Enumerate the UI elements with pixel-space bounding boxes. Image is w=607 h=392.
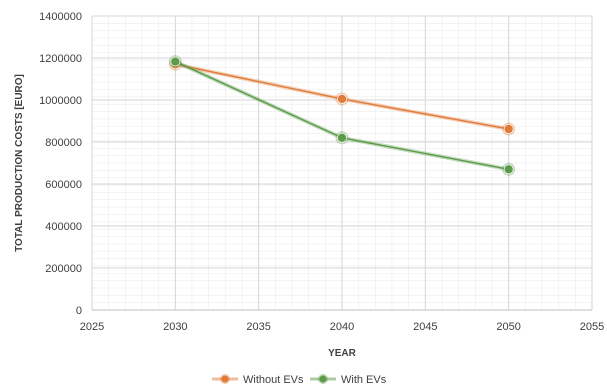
data-point <box>503 124 514 134</box>
x-tick-label: 2055 <box>580 321 604 333</box>
x-tick-label: 2040 <box>330 321 354 333</box>
legend-swatch-marker <box>319 375 327 383</box>
x-tick-label: 2045 <box>413 321 437 333</box>
y-axis-title: TOTAL PRODUCTION COSTS [EURO] <box>14 74 25 252</box>
y-tick-label: 1200000 <box>39 53 82 65</box>
y-tick-label: 1400000 <box>39 11 82 23</box>
series-with-evs <box>168 55 516 176</box>
y-tick-label: 400000 <box>45 221 82 233</box>
y-tick-label: 800000 <box>45 137 82 149</box>
data-point <box>337 133 347 143</box>
y-tick-label: 0 <box>76 305 82 317</box>
legend-label: Without EVs <box>243 374 304 386</box>
legend-label: With EVs <box>341 374 387 386</box>
x-axis-title: YEAR <box>328 348 357 359</box>
data-point <box>503 164 514 175</box>
series-layer <box>168 55 516 176</box>
legend-item: With EVs <box>310 374 387 386</box>
x-tick-label: 2035 <box>246 321 270 333</box>
legend-item: Without EVs <box>212 374 304 386</box>
x-tick-label: 2025 <box>80 321 104 333</box>
y-tick-label: 200000 <box>45 263 82 275</box>
x-tick-label: 2030 <box>163 321 187 333</box>
data-point <box>337 94 347 104</box>
x-tick-labels: 2025 2030 2035 2040 2045 2050 2055 <box>80 321 604 333</box>
x-tick-label: 2050 <box>496 321 520 333</box>
y-tick-label: 1000000 <box>39 95 82 107</box>
y-tick-labels: 0 200000 400000 600000 800000 1000000 1200000 1… <box>39 11 82 317</box>
y-tick-label: 600000 <box>45 179 82 191</box>
data-point <box>170 56 181 67</box>
legend: Without EVs With EVs <box>212 374 387 386</box>
legend-swatch-marker <box>221 375 229 383</box>
